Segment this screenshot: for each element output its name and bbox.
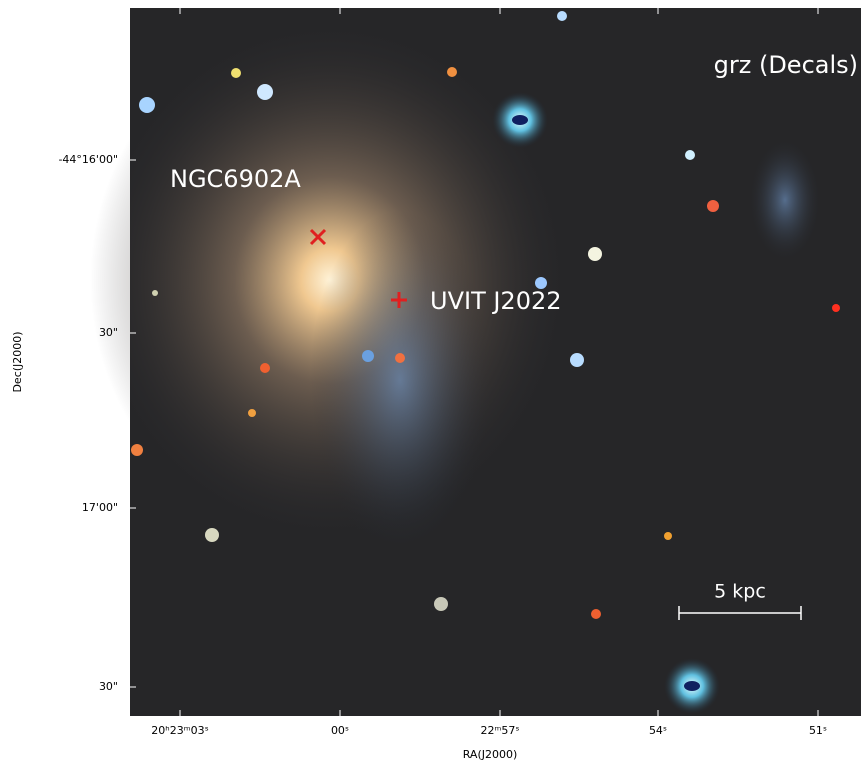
x-tick-label: 51ˢ: [809, 724, 827, 737]
sky-image: [90, 8, 861, 716]
y-tick-label: 17'00": [82, 501, 118, 514]
x-axis-label: RA(J2000): [463, 748, 518, 761]
x-tick-label: 00ˢ: [331, 724, 349, 737]
x-tick-label: 22ᵐ57ˢ: [481, 724, 520, 737]
band-label: grz (Decals): [714, 51, 858, 79]
y-tick-label: -44°16'00": [58, 153, 118, 166]
figure: grz (Decals) NGC6902A UVIT J2022 5 kpc R…: [0, 0, 861, 764]
y-axis-label: Dec(J2000): [11, 331, 24, 392]
galaxy-label: NGC6902A: [170, 165, 301, 193]
x-tick-label: 54ˢ: [649, 724, 667, 737]
x-tick-label: 20ʰ23ᵐ03ˢ: [151, 724, 208, 737]
y-tick-label: 30": [99, 680, 118, 693]
source-label: UVIT J2022: [430, 287, 562, 315]
scale-label: 5 kpc: [714, 581, 766, 603]
y-tick-label: 30": [99, 326, 118, 339]
